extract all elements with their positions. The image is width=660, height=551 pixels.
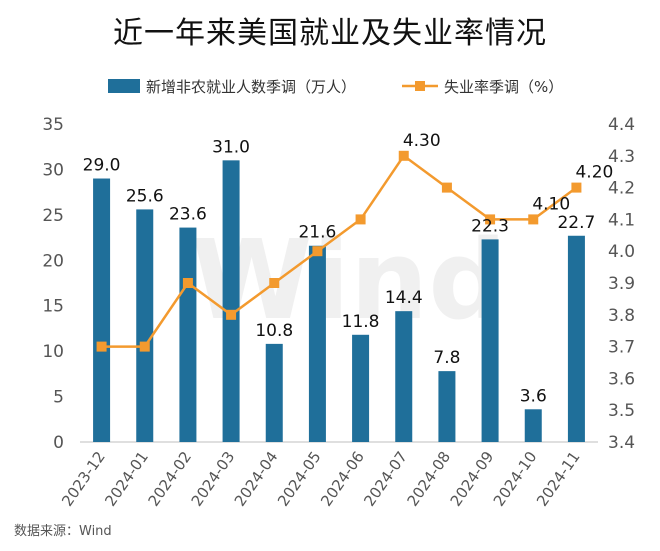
y-right-tick-label: 4.1 [608,210,635,230]
bar [481,239,499,442]
bar-data-label: 10.8 [255,321,293,341]
legend-swatch-bar [108,79,140,93]
bar-data-label: 7.8 [433,348,460,368]
line-marker [269,278,280,288]
bar [179,227,197,442]
chart-title: 近一年来美国就业及失业率情况 [113,16,547,51]
line-marker [139,341,150,352]
y-right-tick-label: 4.4 [608,115,635,135]
line-marker [355,214,366,225]
y-right-tick-label: 3.5 [608,401,635,421]
line-marker [226,309,237,320]
data-source-note: 数据来源：Wind [14,524,112,539]
y-right-tick-label: 3.6 [608,369,635,389]
y-right-tick-label: 4.2 [608,179,635,199]
bar [265,343,283,442]
bar [136,209,154,442]
y-right-tick-label: 3.9 [608,274,635,294]
bar-data-label: 21.6 [298,223,336,243]
bar-data-label: 22.3 [471,216,509,236]
bar [308,245,326,442]
line-marker [398,150,409,161]
y-left-tick-label: 15 [42,297,64,317]
line-marker [485,214,496,225]
y-left-tick-label: 10 [42,342,64,362]
y-left-tick-label: 25 [42,206,64,226]
y-left-tick-label: 5 [53,388,64,408]
bar-data-label: 31.0 [212,137,250,157]
y-right-tick-label: 3.4 [608,433,635,453]
bar [438,371,456,442]
legend-label-bar: 新增非农就业人数季调（万人） [146,78,356,96]
bar-data-label: 14.4 [385,288,423,308]
bar [524,409,542,442]
bar-data-label: 22.7 [557,213,595,233]
y-left-tick-label: 20 [42,251,64,271]
line-data-label: 4.10 [532,194,570,214]
watermark: Wind [191,216,507,344]
x-tick-label: 2024-11 [533,448,584,510]
y-right-tick-label: 4.0 [608,242,635,262]
bar [395,311,413,442]
line-marker [96,341,107,352]
line-data-label: 4.20 [575,163,613,183]
bar-data-label: 11.8 [342,312,380,332]
bar-data-label: 3.6 [520,386,547,406]
y-left-tick-label: 35 [42,115,64,135]
line-marker [571,182,582,193]
legend-label-line: 失业率季调（%） [444,78,563,96]
bar-data-label: 23.6 [169,205,207,225]
line-marker [182,278,193,288]
line-marker [528,214,539,225]
line-marker [441,182,452,193]
y-right-tick-label: 4.3 [608,147,635,167]
line-data-label: 4.30 [403,131,441,151]
line-marker [312,246,323,257]
y-right-tick-label: 3.8 [608,306,635,326]
bar-data-label: 29.0 [83,156,121,176]
y-right-tick-label: 3.7 [608,338,635,358]
bar-data-label: 25.6 [126,186,164,206]
y-left-tick-label: 30 [42,160,64,180]
legend-swatch-marker [415,81,425,91]
bar [567,235,585,442]
bar [93,178,111,442]
y-left-tick-label: 0 [53,433,64,453]
bar [352,334,370,442]
unemployment-line [101,154,578,348]
bar [222,160,240,443]
